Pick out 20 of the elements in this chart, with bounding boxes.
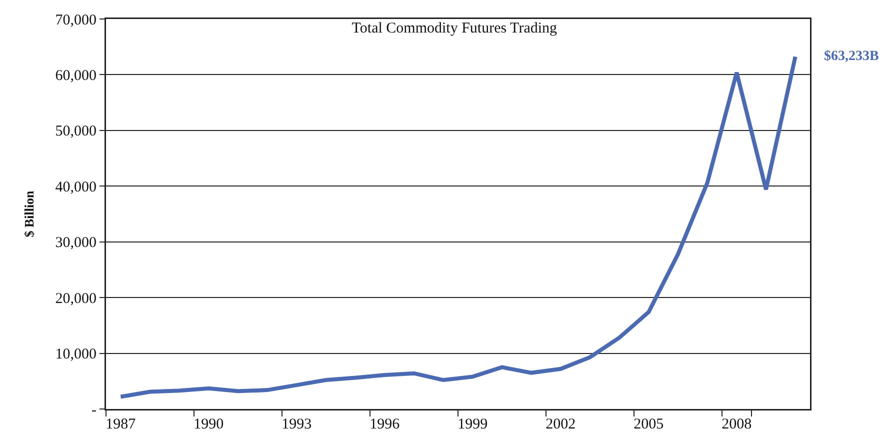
- x-tick-label: 2002: [546, 416, 576, 432]
- x-tick-label: 1987: [106, 416, 136, 432]
- x-tick-label: 1999: [458, 416, 488, 432]
- y-tick-label: 40,000: [55, 179, 96, 196]
- y-tick-label: 10,000: [55, 346, 96, 363]
- x-tick-label: 2005: [634, 416, 664, 432]
- y-tick-label: 60,000: [55, 68, 96, 84]
- y-tick-label: 50,000: [55, 124, 96, 140]
- x-tick-label: 1996: [370, 416, 400, 432]
- y-tick-label: 70,000: [55, 12, 96, 28]
- x-tick-label: 1990: [194, 416, 224, 432]
- y-tick-label: -: [92, 402, 96, 418]
- text: $63,233B: [824, 49, 879, 64]
- y-tick-label: 30,000: [55, 235, 96, 252]
- y-axis-title: $ Billion: [21, 190, 36, 238]
- x-tick-label: 2008: [722, 416, 752, 432]
- x-tick-label: 1993: [282, 416, 312, 432]
- chart-title: Total Commodity Futures Trading: [352, 20, 558, 36]
- y-tick-label: 20,000: [55, 290, 96, 307]
- line-series: [118, 54, 798, 399]
